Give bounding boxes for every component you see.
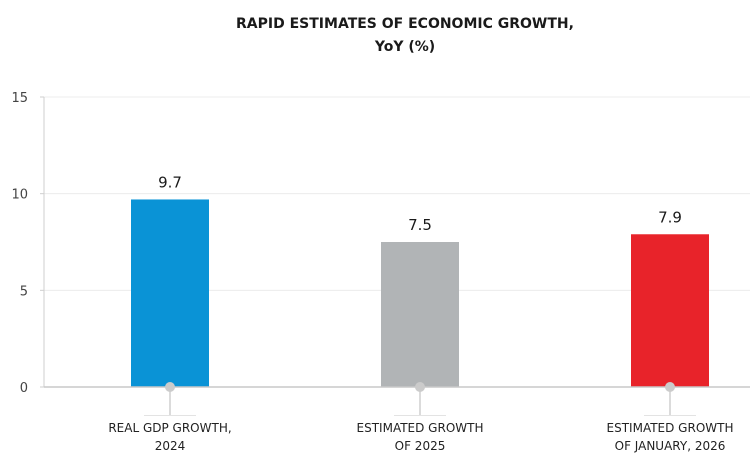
chart-title: RAPID ESTIMATES OF ECONOMIC GROWTH,: [236, 16, 574, 32]
x-tick-label: ESTIMATED GROWTH: [607, 421, 734, 435]
x-tick-label: ESTIMATED GROWTH: [357, 421, 484, 435]
bar: [381, 242, 459, 387]
x-tick-label: 2024: [155, 439, 186, 453]
chart-subtitle: YoY (%): [374, 39, 436, 55]
bar: [631, 234, 709, 387]
axis-dot: [665, 382, 675, 392]
y-tick-label: 10: [11, 188, 28, 203]
x-tick-label: OF JANUARY, 2026: [615, 439, 726, 453]
x-tick-label: REAL GDP GROWTH,: [108, 421, 231, 435]
y-tick-label: 5: [20, 284, 28, 299]
bar: [131, 199, 209, 387]
data-label: 7.5: [408, 216, 432, 234]
x-tick-label: OF 2025: [395, 439, 446, 453]
data-label: 7.9: [658, 208, 682, 226]
y-tick-label: 15: [11, 91, 28, 106]
axis-dot: [415, 382, 425, 392]
y-tick-label: 0: [20, 381, 28, 396]
data-label: 9.7: [158, 173, 182, 191]
axis-dot: [165, 382, 175, 392]
